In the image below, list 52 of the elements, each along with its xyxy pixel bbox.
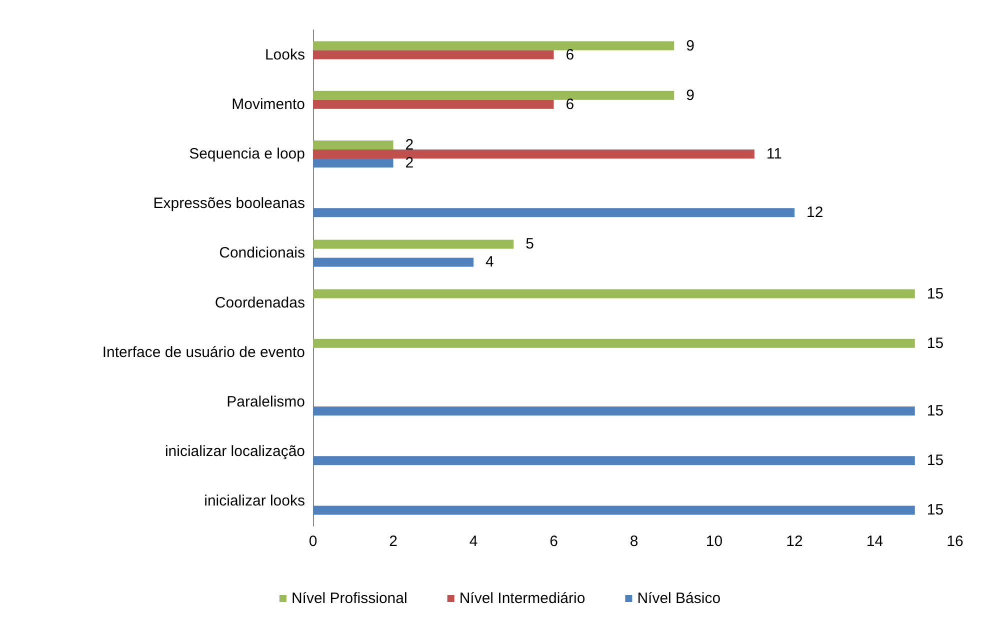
y-tick-label: Movimento bbox=[232, 96, 305, 113]
data-label: 15 bbox=[926, 452, 944, 470]
x-tick-label: 10 bbox=[706, 533, 723, 550]
bar bbox=[313, 90, 674, 100]
bar bbox=[313, 406, 915, 416]
bar bbox=[313, 506, 915, 515]
bar bbox=[313, 41, 674, 50]
data-label: 9 bbox=[686, 37, 694, 54]
y-tick-label: Paralelismo bbox=[226, 394, 305, 410]
legend-label: Nível Intermediário bbox=[459, 590, 586, 607]
data-label: 5 bbox=[526, 236, 534, 253]
data-label: 6 bbox=[566, 46, 574, 64]
bar bbox=[313, 158, 394, 168]
data-label: 2 bbox=[405, 154, 414, 172]
bar bbox=[313, 240, 514, 249]
data-label: 15 bbox=[926, 285, 944, 302]
x-tick-label: 6 bbox=[550, 533, 558, 550]
bar bbox=[313, 289, 915, 298]
data-label: 2 bbox=[405, 136, 414, 154]
bar bbox=[313, 140, 394, 150]
x-tick-label: 4 bbox=[469, 533, 478, 550]
bar bbox=[313, 150, 754, 158]
bar bbox=[313, 258, 474, 267]
data-label: 15 bbox=[926, 334, 944, 352]
data-label: 15 bbox=[926, 502, 944, 519]
x-tick-label: 12 bbox=[786, 533, 803, 550]
bar bbox=[313, 100, 554, 109]
y-tick-label: inicializar looks bbox=[204, 492, 305, 510]
data-label: 4 bbox=[486, 254, 494, 271]
bar bbox=[313, 50, 554, 60]
data-label: 11 bbox=[766, 146, 782, 162]
bar bbox=[313, 208, 794, 218]
x-tick-label: 0 bbox=[308, 533, 318, 550]
data-label: 6 bbox=[566, 96, 574, 113]
y-tick-label: inicializar localização bbox=[164, 443, 305, 460]
data-label: 12 bbox=[806, 204, 824, 222]
data-label: 9 bbox=[686, 86, 694, 104]
x-tick-label: 2 bbox=[389, 533, 398, 550]
legend-label: Nível Básico bbox=[637, 590, 721, 607]
y-tick-label: Coordenadas bbox=[214, 294, 305, 312]
x-tick-label: 8 bbox=[630, 533, 638, 550]
y-tick-label: Interface de usuário de evento bbox=[102, 344, 305, 361]
x-tick-label: 14 bbox=[866, 533, 884, 550]
bar bbox=[313, 338, 915, 348]
y-tick-label: Expressões booleanas bbox=[153, 195, 305, 212]
x-tick-label: 16 bbox=[946, 533, 964, 550]
data-label: 15 bbox=[926, 402, 944, 420]
y-tick-label: Sequencia e loop bbox=[189, 146, 305, 162]
bar bbox=[313, 456, 915, 466]
y-tick-label: Looks bbox=[264, 46, 305, 64]
legend-label: Nível Profissional bbox=[291, 590, 408, 607]
y-tick-label: Condicionais bbox=[219, 244, 305, 262]
